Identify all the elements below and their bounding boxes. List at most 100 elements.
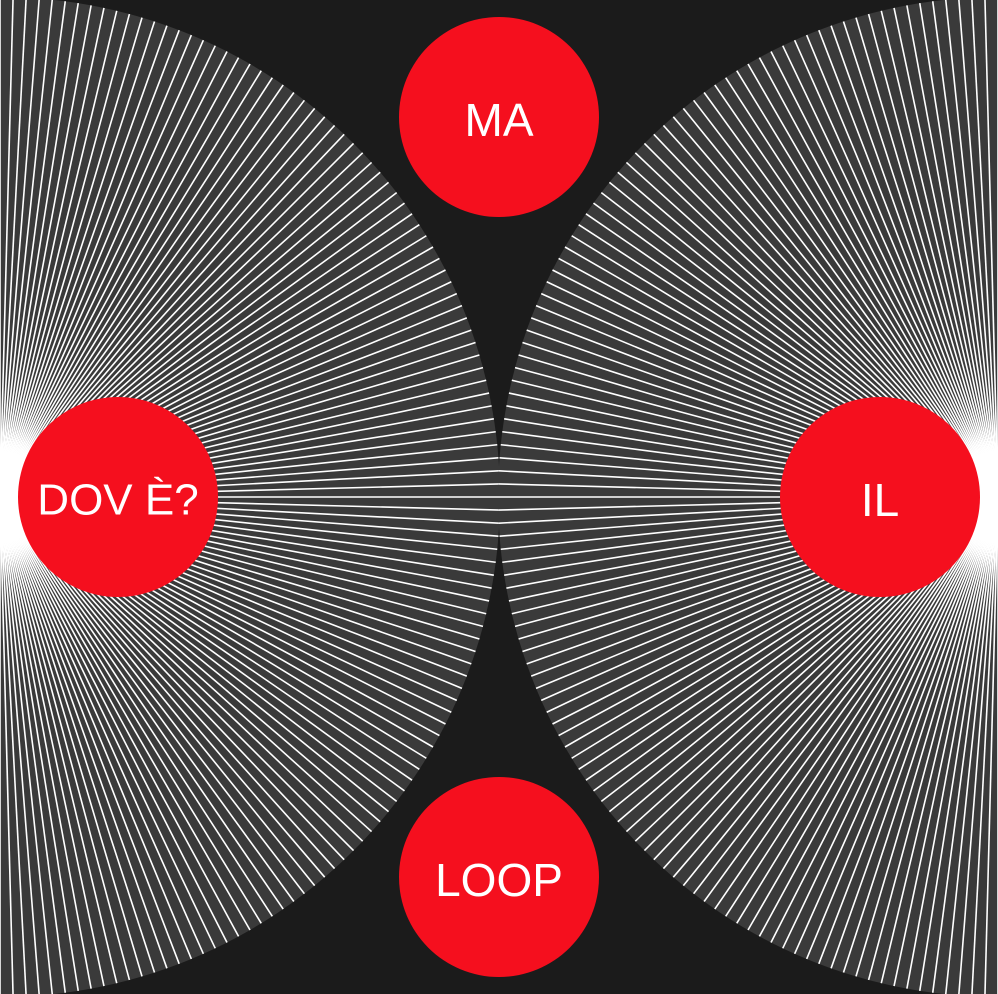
left-fan-ray <box>0 57 240 498</box>
left-fan-ray <box>0 29 180 498</box>
left-label: DOV È? <box>37 476 198 525</box>
right-fan-ray <box>944 0 998 498</box>
left-fan-ray <box>0 7 105 498</box>
left-fan-ray <box>0 496 240 937</box>
bottom-red-circle <box>399 777 599 977</box>
left-fan-ray <box>0 496 27 994</box>
right-fan-ray <box>736 496 998 924</box>
right-fan-ray <box>880 10 998 498</box>
right-fan-ray <box>958 496 998 994</box>
left-fan-ray <box>0 1 67 498</box>
right-fan-ray <box>725 77 998 498</box>
right-fan-ray <box>842 496 998 973</box>
right-fan-ray <box>758 57 998 498</box>
left-red-circle <box>18 397 218 597</box>
right-fan-ray <box>931 496 998 993</box>
left-fan-ray <box>0 496 180 965</box>
right-fan-ray <box>944 496 998 994</box>
left-fan-ray <box>0 5 92 498</box>
right-fan-ray <box>747 496 998 931</box>
left-fan-ray <box>0 496 156 973</box>
right-fan-ray <box>893 496 998 987</box>
right-red-circle <box>780 397 980 597</box>
left-fan-ray <box>0 0 27 498</box>
left-fan-ray <box>0 21 156 498</box>
right-label: IL <box>861 474 899 526</box>
left-fan-ray <box>0 17 143 498</box>
right-fan-ray <box>805 496 998 960</box>
bottom-disc: LOOP <box>399 777 599 977</box>
right-fan-ray <box>867 496 998 981</box>
left-fan-ray <box>0 70 262 498</box>
left-fan-ray <box>0 496 131 981</box>
left-fan-ray <box>0 496 251 931</box>
bottom-label: LOOP <box>435 854 563 906</box>
right-fan-ray <box>818 496 998 965</box>
right-fan-ray <box>758 496 998 937</box>
left-fan-ray <box>0 496 216 949</box>
left-fan-ray <box>0 51 228 498</box>
top-label: MA <box>465 94 534 146</box>
right-fan-ray <box>893 7 998 498</box>
right-fan-ray <box>793 39 998 498</box>
right-fan-ray <box>971 0 998 498</box>
left-fan-ray <box>0 496 168 969</box>
right-fan-ray <box>906 5 998 498</box>
left-fan-ray <box>0 496 105 987</box>
right-fan-ray <box>818 29 998 498</box>
top-red-circle <box>399 17 599 217</box>
right-fan-ray <box>880 496 998 984</box>
left-fan-ray <box>0 496 92 989</box>
right-fan-ray <box>770 496 998 943</box>
right-fan-ray <box>971 496 998 994</box>
left-fan-ray <box>0 13 131 498</box>
left-disc: DOV È? <box>18 397 218 597</box>
left-fan-ray <box>0 496 228 943</box>
left-fan-ray <box>0 0 40 498</box>
right-fan-ray <box>931 1 998 498</box>
right-fan-ray <box>842 21 998 498</box>
right-fan-ray <box>984 0 998 498</box>
right-fan-ray <box>918 496 998 991</box>
left-fan-ray <box>0 0 54 498</box>
right-fan-ray <box>906 496 998 989</box>
left-fan-ray <box>0 496 80 991</box>
left-fan-ray <box>0 496 193 960</box>
left-fan-ray <box>0 63 251 498</box>
left-fan-ray <box>0 496 143 977</box>
left-fan-ray <box>0 39 205 498</box>
left-fan-ray <box>0 10 118 498</box>
left-fan-ray <box>0 496 14 994</box>
top-disc: MA <box>399 17 599 217</box>
right-fan-ray <box>918 3 998 498</box>
right-fan-ray <box>984 496 998 994</box>
left-fan-ray <box>0 25 168 498</box>
left-fan-ray <box>0 45 216 498</box>
right-fan-ray <box>805 34 998 498</box>
right-fan-ray <box>867 13 998 498</box>
left-fan-ray <box>0 496 67 993</box>
left-fan-ray <box>0 77 273 498</box>
left-fan-ray <box>0 496 262 924</box>
right-fan-ray <box>855 496 998 977</box>
right-fan-ray <box>793 496 998 955</box>
left-fan-ray <box>0 3 80 498</box>
left-fan-ray <box>0 34 193 498</box>
left-fan <box>0 0 500 994</box>
right-fan-ray <box>770 51 998 498</box>
right-fan-ray <box>958 0 998 498</box>
right-fan-ray <box>725 496 998 917</box>
right-fan-ray <box>830 25 998 498</box>
left-fan-ray <box>0 496 40 994</box>
right-fan-ray <box>830 496 998 969</box>
left-fan-ray <box>0 496 118 984</box>
right-fan-ray <box>782 496 998 949</box>
right-fan-ray <box>747 63 998 498</box>
right-fan-ray <box>736 70 998 498</box>
left-fan-ray <box>0 496 54 994</box>
right-disc: IL <box>780 397 980 597</box>
left-fan-ray <box>0 496 273 917</box>
right-fan-ray <box>782 45 998 498</box>
left-fan-ray <box>0 496 205 955</box>
